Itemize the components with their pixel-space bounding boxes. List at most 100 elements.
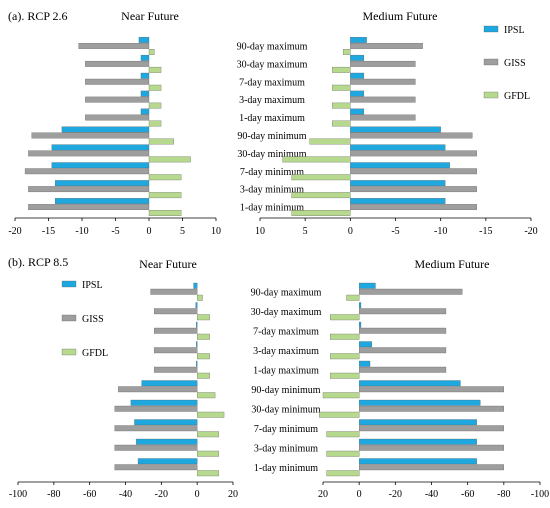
bar-giss xyxy=(114,444,198,451)
bar-gfdl xyxy=(197,294,203,301)
bar-gfdl xyxy=(197,431,219,438)
x-tick-label: 0 xyxy=(357,489,362,500)
bar-gfdl xyxy=(197,470,219,477)
category-label: 7-day maximum xyxy=(253,326,319,337)
x-tick-label: -100 xyxy=(531,489,549,500)
bar-ipsl xyxy=(359,282,376,289)
category-label: 3-day minimum xyxy=(254,443,318,454)
category-label: 90-day maximum xyxy=(237,41,308,52)
bar-gfdl xyxy=(346,294,360,301)
bar-ipsl xyxy=(134,419,198,426)
bar-ipsl xyxy=(193,282,198,289)
bar-ipsl xyxy=(61,126,150,133)
subplot-title: Near Future xyxy=(121,9,179,23)
bar-gfdl xyxy=(332,102,351,109)
legend-label-gfdl: GFDL xyxy=(82,348,108,359)
bar-giss xyxy=(114,405,198,412)
bar-gfdl xyxy=(332,120,351,127)
x-tick-label: -80 xyxy=(47,489,60,500)
bar-giss xyxy=(85,96,150,103)
legend-swatch-ipsl xyxy=(61,280,77,288)
bar-giss xyxy=(359,464,504,471)
bar-giss xyxy=(359,347,447,354)
x-tick-label: -80 xyxy=(497,489,510,500)
bar-ipsl xyxy=(350,37,367,43)
bar-giss xyxy=(359,288,463,295)
bar-ipsl xyxy=(196,341,198,348)
bar-ipsl xyxy=(196,321,198,328)
bar-ipsl xyxy=(350,180,446,187)
category-label: 30-day maximum xyxy=(237,59,308,70)
subplot-title: Medium Future xyxy=(415,257,490,271)
subplot-title: Near Future xyxy=(139,257,197,271)
bar-gfdl xyxy=(330,372,360,379)
bar-giss xyxy=(154,327,198,334)
x-tick-label: -60 xyxy=(461,489,474,500)
category-label: 1-day minimum xyxy=(254,463,318,474)
bar-gfdl xyxy=(148,138,174,145)
bar-gfdl xyxy=(148,120,162,127)
bar-ipsl xyxy=(350,144,446,151)
bar-giss xyxy=(28,186,150,193)
x-tick-label: -20 xyxy=(389,489,402,500)
bar-gfdl xyxy=(197,411,225,418)
x-tick-label: -20 xyxy=(8,226,21,237)
category-label: 90-day maximum xyxy=(251,287,322,298)
bar-giss xyxy=(350,150,477,157)
bar-gfdl xyxy=(326,470,360,477)
bar-ipsl xyxy=(137,458,198,465)
bar-gfdl xyxy=(197,314,210,321)
category-label: 30-day minimum xyxy=(251,404,320,415)
category-label: 7-day minimum xyxy=(240,167,304,178)
bar-giss xyxy=(359,366,447,373)
bar-gfdl xyxy=(326,431,360,438)
bar-giss xyxy=(350,204,477,210)
bar-gfdl xyxy=(148,66,162,73)
bar-ipsl xyxy=(55,198,150,204)
bar-giss xyxy=(78,43,150,49)
bar-giss xyxy=(350,132,473,139)
category-label: 3-day maximum xyxy=(253,346,319,357)
legend-label-giss: GISS xyxy=(504,58,526,69)
bar-giss xyxy=(154,366,198,373)
category-label: 30-day maximum xyxy=(251,307,322,318)
bar-gfdl xyxy=(322,392,360,399)
legend-label-ipsl: IPSL xyxy=(82,280,103,291)
panel-label: (b). RCP 8.5 xyxy=(8,255,68,269)
bar-gfdl xyxy=(148,49,155,55)
bar-gfdl xyxy=(330,314,360,321)
bar-ipsl xyxy=(140,108,150,115)
bar-gfdl xyxy=(319,411,360,418)
x-tick-label: -5 xyxy=(391,226,399,237)
category-label: 90-day minimum xyxy=(237,131,306,142)
bar-giss xyxy=(359,425,504,432)
legend-label-gfdl: GFDL xyxy=(504,91,530,102)
legend-label-ipsl: IPSL xyxy=(504,25,525,36)
bar-gfdl xyxy=(332,84,351,91)
bar-gfdl xyxy=(148,102,162,109)
x-tick-label: -15 xyxy=(479,226,492,237)
x-tick-label: 0 xyxy=(348,226,353,237)
x-tick-label: -10 xyxy=(75,226,88,237)
bar-giss xyxy=(350,168,477,175)
bar-ipsl xyxy=(140,90,150,97)
x-tick-label: 0 xyxy=(147,226,152,237)
category-label: 90-day minimum xyxy=(251,385,320,396)
bar-ipsl xyxy=(359,341,372,348)
category-label: 1-day maximum xyxy=(253,365,319,376)
bar-gfdl xyxy=(197,450,219,457)
x-tick-label: -15 xyxy=(42,226,55,237)
bar-ipsl xyxy=(195,302,198,309)
bar-ipsl xyxy=(138,37,150,43)
x-tick-label: 10 xyxy=(255,226,265,237)
bar-giss xyxy=(359,405,504,412)
x-tick-label: -20 xyxy=(524,226,537,237)
bar-ipsl xyxy=(359,321,362,328)
bar-ipsl xyxy=(359,380,461,387)
legend-swatch-gfdl xyxy=(483,91,499,99)
x-tick-label: -40 xyxy=(119,489,132,500)
x-tick-label: -60 xyxy=(83,489,96,500)
bar-giss xyxy=(85,78,150,85)
category-label: 7-day maximum xyxy=(239,77,305,88)
bar-giss xyxy=(85,114,150,121)
